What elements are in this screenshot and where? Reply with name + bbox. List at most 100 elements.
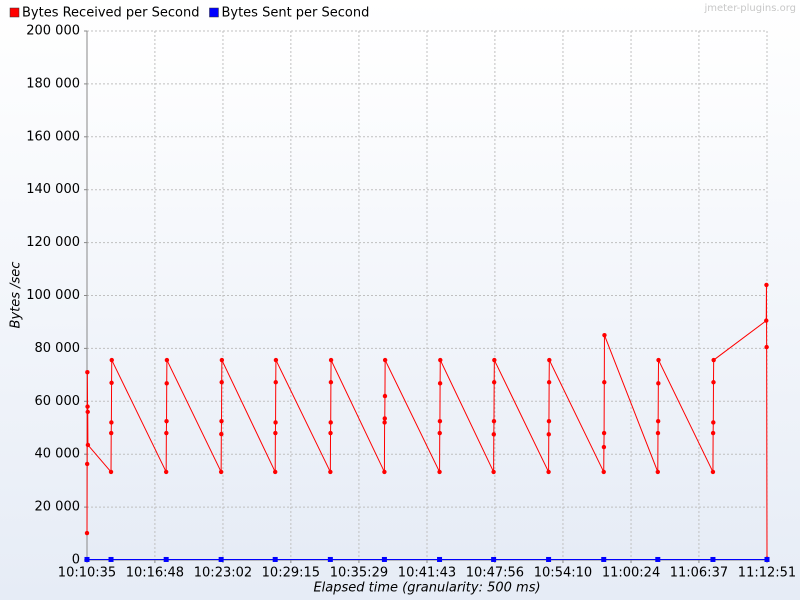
x-tick-label: 10:47:56 xyxy=(466,566,524,581)
point xyxy=(655,556,661,562)
point xyxy=(601,469,606,475)
y-tick-label: 140 000 xyxy=(26,182,80,197)
point xyxy=(711,380,716,385)
point xyxy=(655,430,661,436)
point xyxy=(219,380,224,385)
legend-label: Bytes Sent per Second xyxy=(221,6,369,21)
point xyxy=(655,469,660,475)
legend-swatch xyxy=(9,7,20,18)
point xyxy=(655,418,661,424)
y-tick-label: 200 000 xyxy=(26,24,80,39)
point xyxy=(85,370,90,375)
x-tick-label: 10:35:29 xyxy=(330,566,388,581)
point xyxy=(492,357,497,363)
point xyxy=(437,381,443,386)
point xyxy=(491,432,496,437)
point xyxy=(85,404,90,409)
point xyxy=(602,332,607,338)
point xyxy=(491,556,497,562)
point xyxy=(601,556,607,562)
point xyxy=(85,442,91,448)
point xyxy=(272,556,278,562)
legend-swatch xyxy=(209,7,219,18)
point xyxy=(711,420,716,425)
point xyxy=(546,432,551,437)
point xyxy=(328,469,333,475)
point xyxy=(437,469,442,475)
y-tick-label: 120 000 xyxy=(26,235,80,250)
point xyxy=(219,357,225,363)
point xyxy=(710,469,716,475)
x-tick-label: 10:29:15 xyxy=(262,566,320,581)
point xyxy=(84,530,90,536)
point xyxy=(437,556,443,562)
point xyxy=(656,357,661,363)
y-tick-label: 60 000 xyxy=(35,394,81,409)
point xyxy=(764,344,769,350)
series-line xyxy=(86,284,768,559)
point xyxy=(437,418,443,424)
y-tick-label: 0 xyxy=(72,553,80,568)
point xyxy=(710,430,716,436)
point xyxy=(109,380,114,385)
y-tick-label: 20 000 xyxy=(35,500,81,515)
point xyxy=(601,430,607,436)
y-tick-label: 180 000 xyxy=(26,76,80,91)
point xyxy=(328,430,333,436)
point xyxy=(84,461,90,467)
x-axis-label: Elapsed time (granularity: 500 ms) xyxy=(313,581,540,596)
point xyxy=(108,469,114,475)
point xyxy=(164,357,170,363)
y-tick-label: 40 000 xyxy=(35,447,81,462)
point xyxy=(84,556,90,562)
point xyxy=(219,418,224,424)
point xyxy=(328,380,334,385)
point xyxy=(382,416,387,421)
point xyxy=(546,556,552,562)
point xyxy=(85,409,90,415)
point xyxy=(328,420,333,425)
point xyxy=(273,380,278,385)
y-tick-label: 160 000 xyxy=(26,129,80,144)
point xyxy=(273,357,279,363)
point xyxy=(164,430,169,436)
point xyxy=(656,381,661,386)
y-tick-label: 100 000 xyxy=(26,288,80,303)
x-tick-label: 10:23:02 xyxy=(194,566,252,581)
point xyxy=(218,469,224,475)
point xyxy=(491,418,497,424)
point xyxy=(491,469,496,475)
point xyxy=(273,469,278,475)
point xyxy=(109,420,114,425)
y-tick-label: 80 000 xyxy=(35,341,81,356)
watermark: jmeter-plugins.org xyxy=(703,3,796,14)
point xyxy=(109,357,114,363)
point xyxy=(764,556,770,562)
point xyxy=(327,556,333,562)
point xyxy=(764,318,769,323)
point xyxy=(164,381,169,386)
point xyxy=(109,430,114,436)
point xyxy=(382,357,388,363)
point xyxy=(547,357,552,363)
point xyxy=(163,556,169,562)
point xyxy=(218,556,224,562)
point xyxy=(382,420,387,425)
point xyxy=(711,357,716,363)
legend-label: Bytes Received per Second xyxy=(22,6,199,21)
x-tick-label: 11:12:51 xyxy=(738,566,796,581)
point xyxy=(601,444,607,450)
x-tick-label: 11:06:37 xyxy=(670,566,728,581)
point xyxy=(273,430,278,436)
point xyxy=(710,556,716,562)
point xyxy=(546,380,552,385)
x-tick-label: 10:54:10 xyxy=(534,566,592,581)
y-axis-label: Bytes /sec xyxy=(9,262,24,329)
x-tick-label: 10:41:43 xyxy=(398,566,456,581)
x-tick-label: 11:00:24 xyxy=(602,566,660,581)
point xyxy=(108,556,114,562)
point xyxy=(764,282,769,288)
point xyxy=(219,431,224,437)
